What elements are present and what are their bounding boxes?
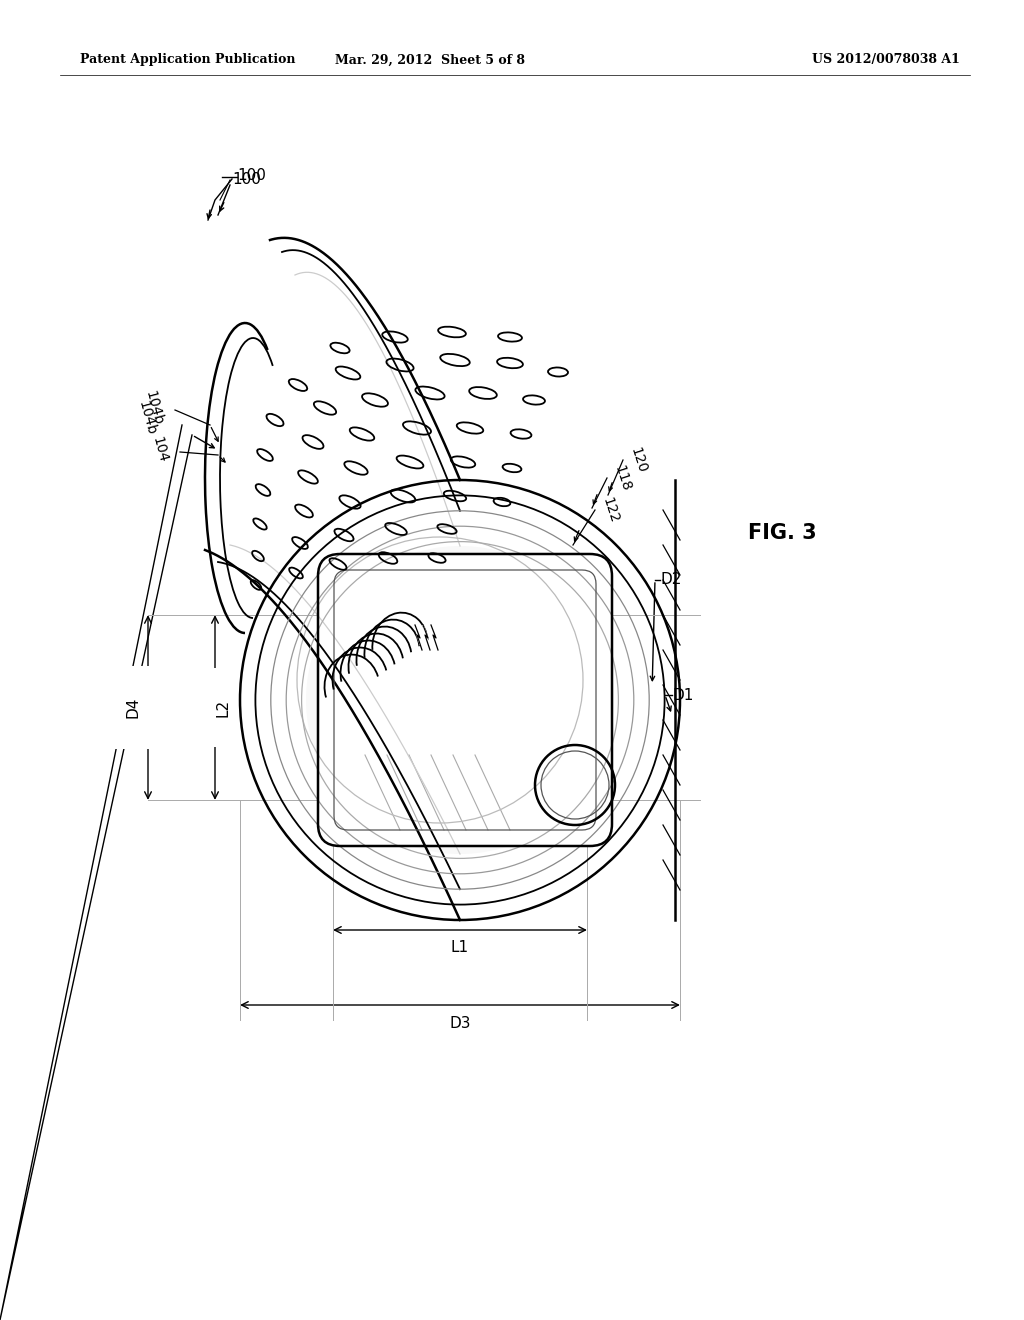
Text: 120: 120 <box>628 445 649 475</box>
Ellipse shape <box>306 546 614 854</box>
Text: US 2012/0078038 A1: US 2012/0078038 A1 <box>812 54 961 66</box>
Ellipse shape <box>535 744 615 825</box>
Polygon shape <box>423 624 430 649</box>
Polygon shape <box>415 624 422 649</box>
Text: D3: D3 <box>450 1015 471 1031</box>
Polygon shape <box>431 624 438 649</box>
Text: Mar. 29, 2012  Sheet 5 of 8: Mar. 29, 2012 Sheet 5 of 8 <box>335 54 525 66</box>
Text: Patent Application Publication: Patent Application Publication <box>80 54 296 66</box>
Text: L1: L1 <box>451 940 469 956</box>
Text: D2: D2 <box>660 573 681 587</box>
Text: 104b: 104b <box>135 399 158 437</box>
Text: 118: 118 <box>612 463 634 492</box>
Text: 104b: 104b <box>142 389 165 426</box>
FancyBboxPatch shape <box>318 554 612 846</box>
Text: 122: 122 <box>600 495 622 525</box>
Text: FIG. 3: FIG. 3 <box>748 523 816 543</box>
Text: D1: D1 <box>672 688 693 702</box>
Text: D4: D4 <box>126 697 140 718</box>
Text: 104: 104 <box>150 436 170 465</box>
Text: 100: 100 <box>232 173 261 187</box>
Text: 100: 100 <box>237 168 266 182</box>
Text: L2: L2 <box>215 698 230 717</box>
